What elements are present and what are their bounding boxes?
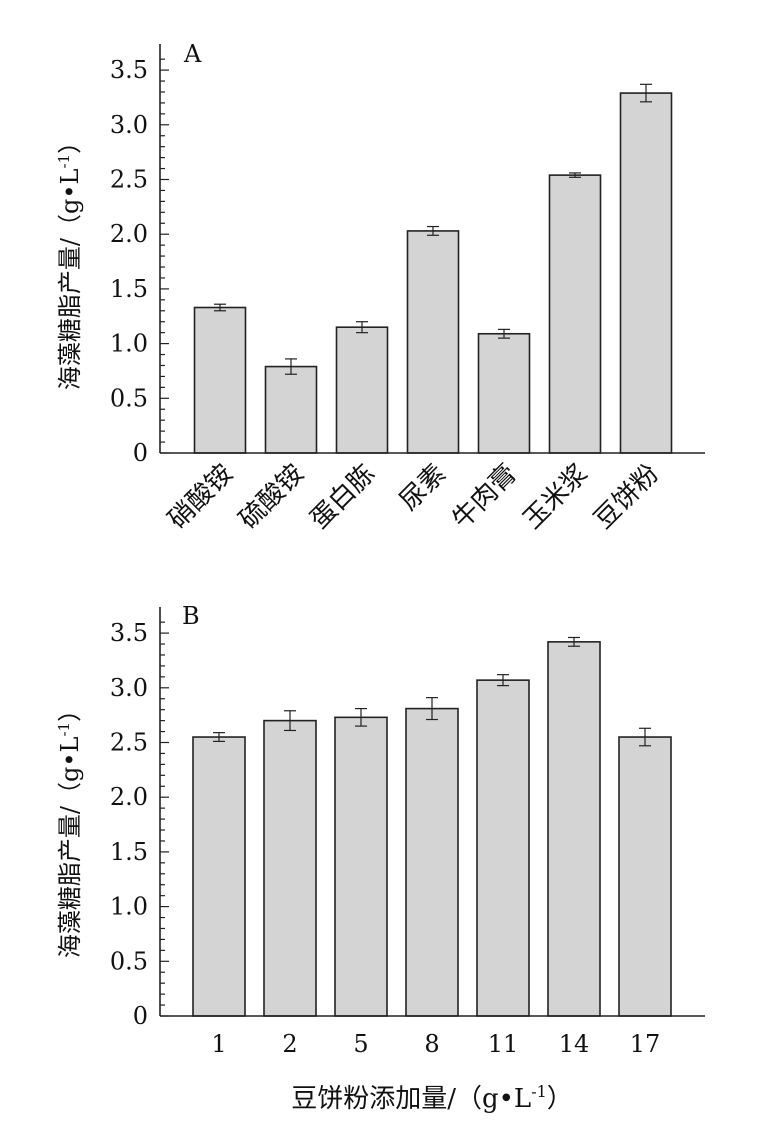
y-tick-label-a-5: 2.5 [110, 166, 148, 194]
y-axis-label-b: 海藻糖脂产量/（g•L-1） [55, 698, 84, 958]
y-tick-label-b-1: 0.5 [110, 947, 148, 975]
x-tick-label-a-5: 玉米浆 [518, 459, 594, 535]
y-ticks-b: 0 0.5 1.0 1.5 2.0 2.5 3.0 3.5 [110, 619, 169, 1030]
error-bar-b-1 [284, 710, 296, 732]
x-tick-label-a-0: 硝酸铵 [163, 459, 239, 535]
y-tick-label-b-3: 1.5 [110, 838, 148, 866]
x-tick-label-a-1: 硫酸铵 [234, 459, 310, 535]
y-tick-label-b-4: 2.0 [110, 783, 148, 811]
bar-a-4 [477, 332, 531, 454]
x-tick-label-b-3: 8 [424, 1030, 439, 1058]
bars-a [193, 92, 673, 454]
bar-b-0 [192, 736, 246, 1017]
y-tick-label-b-6: 3.0 [110, 674, 148, 702]
y-tick-label-a-2: 1.0 [110, 330, 148, 358]
error-bar-a-3 [427, 225, 439, 236]
y-tick-label-a-1: 0.5 [110, 384, 148, 412]
bar-b-2 [334, 716, 388, 1017]
bar-b-1 [263, 719, 317, 1017]
y-tick-label-b-5: 2.5 [110, 729, 148, 757]
x-axis-label-b: 豆饼粉添加量/（g•L-1） [291, 1082, 573, 1114]
error-bar-b-6 [639, 727, 651, 747]
error-bar-a-0 [214, 303, 226, 312]
bar-a-1 [264, 365, 318, 454]
bar-b-4 [476, 679, 530, 1017]
x-tick-label-b-5: 14 [559, 1030, 590, 1058]
panel-label-a: A [183, 40, 202, 68]
chart-panel-b: B 海藻糖脂产量/（g•L-1） 00.51.01.52.02.53.03.5 … [55, 602, 705, 1114]
x-tick-label-b-0: 1 [211, 1030, 226, 1058]
bar-b-5 [547, 641, 601, 1017]
error-bar-b-3 [426, 697, 438, 721]
error-bar-a-6 [640, 83, 652, 103]
error-bar-a-2 [356, 321, 368, 334]
x-tick-label-a-4: 牛肉膏 [447, 459, 523, 535]
x-tick-label-b-1: 2 [282, 1030, 297, 1058]
y-axis-label-a: 海藻糖脂产量/（g•L-1） [55, 130, 84, 390]
x-tick-label-a-3: 尿素 [394, 459, 452, 517]
error-bar-b-2 [355, 707, 367, 727]
y-ticks-a: 0 0.5 1.0 1.5 2.0 2.5 3.0 3.5 [110, 56, 169, 467]
y-tick-label-b-2: 1.0 [110, 893, 148, 921]
error-bar-b-4 [497, 674, 509, 687]
y-tick-label-b-7: 3.5 [110, 619, 148, 647]
error-bar-b-0 [213, 732, 225, 743]
error-bar-a-1 [285, 358, 297, 375]
chart-panel-a: A 海藻糖脂产量/（g•L-1） 00.51.01.52.02.53.03.5 … [55, 40, 705, 535]
x-tick-label-b-4: 11 [488, 1030, 519, 1058]
bar-a-3 [406, 230, 460, 454]
axes-a [159, 44, 705, 454]
bar-b-6 [618, 736, 672, 1017]
axes-b [159, 607, 705, 1017]
bars-b [192, 641, 672, 1017]
error-bars-b [213, 636, 651, 747]
error-bar-a-4 [498, 328, 510, 339]
bar-a-0 [193, 306, 247, 454]
error-bar-b-5 [568, 636, 580, 647]
panel-label-b: B [182, 602, 200, 630]
bar-b-3 [405, 707, 459, 1017]
y-tick-label-b-0: 0 [133, 1002, 148, 1030]
y-tick-label-a-7: 3.5 [110, 56, 148, 84]
x-tick-labels-b: 1 2 5 8 11 14 17 [211, 1030, 660, 1058]
x-tick-label-a-2: 蛋白胨 [305, 459, 381, 535]
x-tick-label-a-6: 豆饼粉 [589, 459, 665, 535]
bar-a-2 [335, 326, 389, 454]
y-tick-label-a-6: 3.0 [110, 111, 148, 139]
bar-a-5 [548, 174, 602, 454]
y-tick-label-a-3: 1.5 [110, 275, 148, 303]
error-bar-a-5 [569, 172, 581, 178]
bar-a-6 [619, 92, 673, 454]
y-tick-label-a-4: 2.0 [110, 220, 148, 248]
y-tick-label-a-0: 0 [133, 439, 148, 467]
x-tick-label-b-6: 17 [630, 1030, 661, 1058]
error-bars-a [214, 83, 652, 375]
x-tick-label-b-2: 5 [353, 1030, 368, 1058]
